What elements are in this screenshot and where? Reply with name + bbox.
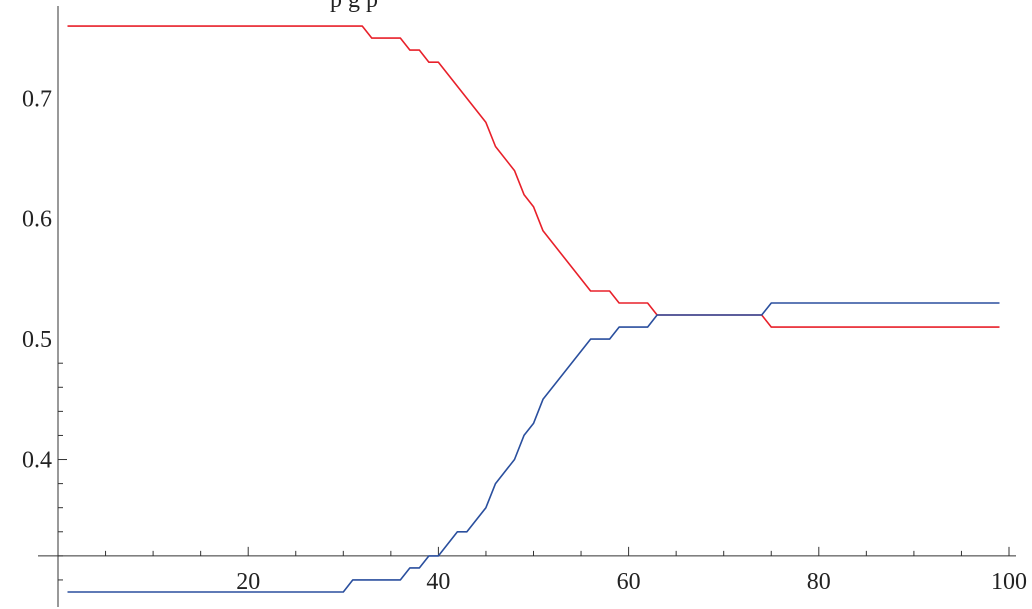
y-tick-label: 0.6	[22, 207, 52, 233]
x-tick-label: 60	[617, 569, 641, 595]
x-tick-label: 20	[236, 569, 260, 595]
chart-series	[67, 25, 1000, 593]
series-line-lower	[67, 302, 1000, 593]
series-line-upper	[67, 25, 1000, 328]
y-tick-label: 0.5	[22, 327, 52, 353]
chart-axes	[38, 6, 1016, 607]
x-tick-label: 80	[807, 569, 831, 595]
chart-ticks: 20 40 60 80 100 0.4 0.5 0.6 0.7	[22, 86, 1027, 595]
x-tick-label: 100	[991, 569, 1027, 595]
x-tick-label: 40	[426, 569, 450, 595]
chart-title-fragment: p g p	[330, 0, 378, 13]
y-tick-label: 0.7	[22, 86, 52, 112]
y-tick-label: 0.4	[22, 448, 52, 474]
